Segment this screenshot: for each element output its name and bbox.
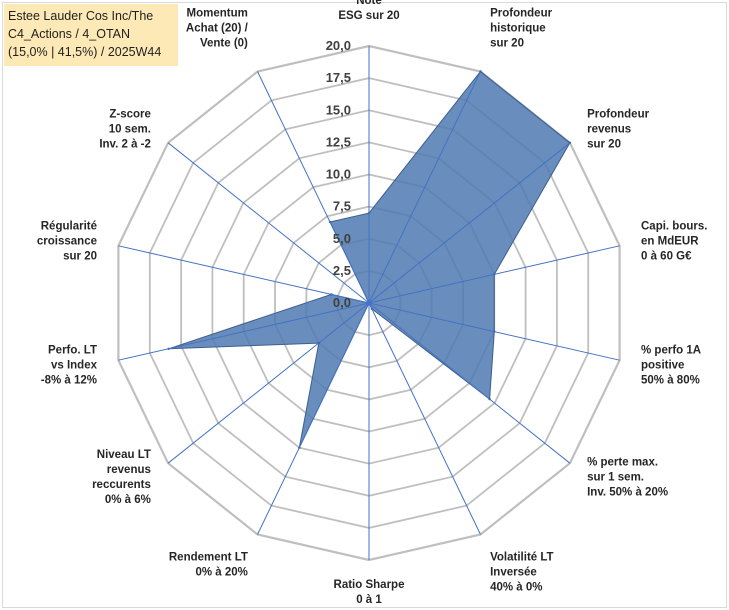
spoke-9 (167, 302, 370, 464)
tick-label-1: 2,5 (333, 263, 351, 278)
axis-label-6-line-1: Inversée (490, 566, 537, 578)
axis-label-13-line-1: Achat (20) / (186, 23, 249, 35)
spoke-3 (368, 245, 620, 304)
axis-label-8-line-1: 0% à 20% (195, 566, 247, 578)
tick-label-6: 15,0 (326, 102, 351, 117)
axis-label-11: Régularité croissance sur 20 (37, 220, 97, 262)
axis-label-13: Momentum Achat (20) / Vente (0) (186, 8, 249, 50)
axis-label-1-line-1: historique (490, 23, 546, 35)
spoke-8 (257, 302, 370, 535)
axis-label-8: Rendement LT 0% à 20% (169, 551, 248, 578)
axis-label-9-line-2: reccurents (92, 479, 151, 491)
axis-label-2-line-0: Profondeur (587, 109, 649, 121)
axis-label-11-line-0: Régularité (41, 220, 97, 232)
axis-label-9: Niveau LT revenus reccurents 0% à 6% (92, 449, 151, 506)
axis-label-10-line-0: Perfo. LT (48, 345, 97, 357)
tick-label-0: 0,0 (333, 295, 351, 310)
axis-label-1: Profondeur historique sur 20 (490, 8, 552, 50)
axis-label-6-line-0: Volatilité LT (490, 551, 553, 563)
axis-label-12-line-1: 10 sem. (109, 124, 151, 136)
tick-label-5: 12,5 (326, 134, 351, 149)
axis-label-9-line-1: revenus (107, 464, 151, 476)
axis-label-12: Z-score 10 sem. Inv. 2 à -2 (99, 109, 151, 151)
axis-label-13-line-0: Momentum (187, 8, 248, 20)
axis-label-11-line-2: sur 20 (63, 250, 97, 262)
axis-label-3: Capi. bours. en MdEUR 0 à 60 G€ (641, 220, 707, 262)
axis-labels: Note ESG sur 20 Profondeur historique sur 20… (37, 0, 708, 606)
spoke-4 (368, 302, 620, 361)
spoke-1 (368, 71, 481, 304)
axis-label-4-line-1: positive (641, 360, 684, 372)
spoke-12 (167, 142, 370, 304)
tick-label-2: 5,0 (333, 231, 351, 246)
tick-label-4: 10,0 (326, 167, 351, 182)
axis-label-9-line-0: Niveau LT (97, 449, 151, 461)
axis-label-0-line-1: ESG sur 20 (338, 10, 399, 22)
axis-label-8-line-0: Rendement LT (169, 551, 248, 563)
axis-label-6: Volatilité LT Inversée 40% à 0% (490, 551, 553, 593)
axis-label-1-line-0: Profondeur (490, 8, 552, 20)
axis-label-9-line-3: 0% à 6% (105, 494, 151, 506)
axis-label-5: % perte max. sur 1 sem. Inv. 50% à 20% (587, 457, 668, 499)
radial-tick-labels: 0,0 2,5 5,0 7,5 10,0 12,5 15,0 17,5 20,0 (326, 38, 351, 310)
axis-label-1-line-2: sur 20 (490, 38, 524, 50)
spoke-11 (118, 245, 370, 304)
axis-label-7: Ratio Sharpe 0 à 1 (334, 579, 405, 606)
axis-label-5-line-1: sur 1 sem. (587, 472, 644, 484)
axis-label-11-line-1: croissance (37, 235, 97, 247)
spoke-5 (368, 302, 571, 464)
title-line-2: C4_Actions / 4_OTAN (8, 27, 131, 41)
axis-label-13-line-2: Vente (0) (200, 38, 248, 50)
axis-label-10-line-1: vs Index (51, 360, 98, 372)
spoke-2 (368, 142, 571, 304)
axis-label-4-line-0: % perfo 1A (641, 345, 701, 357)
title-line-3: (15,0% | 41,5%) / 2025W44 (8, 45, 162, 59)
axis-label-2: Profondeur revenus sur 20 (587, 109, 649, 151)
axis-label-6-line-2: 40% à 0% (490, 581, 542, 593)
chart-title: Estee Lauder Cos Inc/The C4_Actions / 4_… (4, 4, 178, 66)
axis-label-12-line-2: Inv. 2 à -2 (99, 139, 151, 151)
axis-label-4-line-2: 50% à 80% (641, 375, 700, 387)
radar-spokes (118, 46, 620, 560)
spoke-13 (257, 71, 370, 304)
axis-label-0: Note ESG sur 20 (338, 0, 399, 22)
axis-label-5-line-0: % perte max. (587, 457, 658, 469)
axis-label-4: % perfo 1A positive 50% à 80% (641, 345, 701, 387)
axis-label-10: Perfo. LT vs Index -8% à 12% (41, 345, 98, 387)
axis-label-10-line-2: -8% à 12% (41, 375, 97, 387)
axis-label-12-line-0: Z-score (109, 109, 151, 121)
axis-label-2-line-1: revenus (587, 124, 631, 136)
axis-label-5-line-2: Inv. 50% à 20% (587, 487, 668, 499)
tick-label-8: 20,0 (326, 38, 351, 53)
spoke-6 (368, 302, 481, 535)
axis-label-2-line-2: sur 20 (587, 139, 621, 151)
tick-label-3: 7,5 (333, 199, 351, 214)
tick-label-7: 17,5 (326, 70, 351, 85)
axis-label-7-line-1: 0 à 1 (356, 594, 382, 606)
axis-label-3-line-1: en MdEUR (641, 235, 699, 247)
axis-label-3-line-0: Capi. bours. (641, 220, 707, 232)
axis-label-3-line-2: 0 à 60 G€ (641, 250, 692, 262)
title-line-1: Estee Lauder Cos Inc/The (8, 9, 154, 23)
axis-label-0-line-0: Note (356, 0, 382, 7)
spoke-10 (118, 302, 370, 361)
axis-label-7-line-0: Ratio Sharpe (334, 579, 405, 591)
